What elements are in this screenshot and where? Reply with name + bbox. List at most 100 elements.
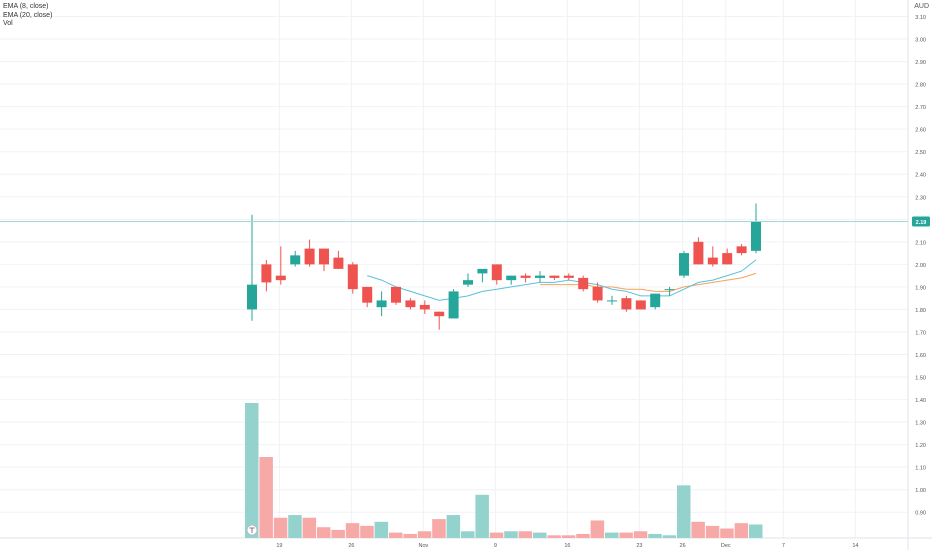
currency-label: AUD: [914, 3, 929, 10]
candle-body: [707, 257, 718, 265]
volume-bar: [389, 532, 403, 538]
volume-bar: [489, 532, 504, 538]
x-tick-label: Dec: [721, 543, 731, 549]
volume-bars: [245, 403, 763, 538]
candle-body: [664, 289, 675, 291]
candles: [247, 203, 761, 330]
candle-body: [506, 275, 517, 281]
y-tick-label: 2.40: [915, 173, 926, 179]
tradingview-logo[interactable]: [246, 524, 258, 536]
y-tick-label: 1.60: [915, 353, 926, 359]
volume-bar: [749, 524, 763, 538]
x-tick-label: 9: [494, 543, 497, 549]
y-tick-label: 1.70: [915, 330, 926, 336]
last-price-value: 2.19: [916, 220, 927, 226]
candle-body: [535, 275, 545, 278]
y-tick-label: 1.10: [915, 466, 926, 472]
volume-bar: [331, 529, 345, 538]
y-tick-label: 1.50: [915, 376, 926, 382]
candle-body: [319, 248, 329, 265]
candle-body: [635, 300, 646, 310]
volume-bar: [360, 525, 374, 538]
candle-body: [434, 311, 445, 317]
candle-body: [275, 275, 286, 281]
x-tick-label: 26: [348, 543, 354, 549]
y-tick-label: 2.60: [915, 128, 926, 134]
candle-body: [578, 277, 589, 290]
volume-bar: [518, 531, 533, 538]
volume-bar: [561, 535, 576, 538]
ema8-line: [367, 259, 757, 301]
candle-body: [247, 284, 257, 310]
candle-body: [463, 280, 473, 285]
candle-body: [520, 275, 531, 278]
tradingview-logo-glyph: [249, 527, 255, 533]
volume-bar: [302, 517, 317, 538]
volume-bar: [245, 403, 259, 538]
y-tick-label: 3.10: [915, 15, 926, 21]
candle-body: [362, 286, 373, 303]
x-tick-label: 7: [782, 543, 785, 549]
volume-bar: [677, 485, 691, 538]
candle-body: [607, 300, 617, 302]
legend-ema8[interactable]: EMA (8, close): [3, 3, 49, 10]
y-tick-label: 2.70: [915, 105, 926, 111]
x-tick-label: 16: [564, 543, 570, 549]
y-tick-label: 1.30: [915, 421, 926, 427]
volume-bar: [345, 523, 360, 538]
legend-ema20[interactable]: EMA (20, close): [3, 11, 53, 19]
y-tick-label: 1.80: [915, 308, 926, 314]
volume-bar: [461, 531, 475, 538]
candle-body: [290, 255, 301, 265]
candle-body: [563, 275, 574, 278]
candle-body: [448, 291, 459, 319]
candle-body: [333, 257, 344, 269]
candle-body: [347, 264, 358, 290]
y-tick-label: 3.00: [915, 38, 926, 44]
x-tick-label: 26: [680, 543, 686, 549]
candle-body: [419, 304, 430, 310]
volume-bar: [259, 457, 273, 538]
legend-vol[interactable]: Vol: [3, 20, 13, 27]
volume-bar: [705, 525, 720, 538]
volume-bar: [734, 523, 749, 538]
candle-body: [405, 300, 416, 308]
y-tick-label: 0.90: [915, 511, 926, 517]
y-tick-label: 1.20: [915, 443, 926, 449]
x-tick-label: 19: [276, 543, 282, 549]
last-price-tag: [912, 216, 930, 227]
x-tick-label: Nov: [419, 543, 429, 549]
volume-bar: [576, 533, 590, 538]
candle-body: [650, 293, 661, 308]
volume-bar: [273, 517, 288, 538]
volume-bar: [446, 515, 461, 538]
y-tick-label: 2.00: [915, 263, 926, 269]
volume-bar: [547, 535, 561, 538]
volume-bar: [374, 521, 389, 538]
x-tick-label: 23: [636, 543, 642, 549]
volume-bar: [633, 531, 648, 538]
volume-bar: [619, 532, 633, 538]
candle-body: [621, 298, 632, 310]
candle-body: [477, 268, 488, 274]
candle-body: [376, 300, 387, 308]
y-tick-label: 1.90: [915, 285, 926, 291]
y-tick-label: 2.90: [915, 60, 926, 66]
volume-bar: [662, 535, 677, 538]
ema20-line: [540, 272, 757, 292]
volume-bar: [288, 515, 302, 538]
candle-body: [679, 253, 689, 276]
indicator-legend: EMA (8, close) EMA (20, close) Vol: [3, 3, 52, 29]
y-tick-label: 1.00: [915, 488, 926, 494]
x-axis: 19 26 Nov 9 16 23 26 Dec 7 14: [276, 543, 858, 549]
y-axis: 3.103.002.902.802.702.602.502.402.302.20…: [915, 15, 926, 517]
volume-bar: [403, 533, 417, 538]
volume-bar: [432, 519, 446, 538]
volume-bar: [317, 527, 331, 538]
candle-body: [736, 246, 747, 254]
candle-body: [592, 286, 603, 301]
volume-bar: [691, 521, 705, 538]
volume-bar: [648, 533, 662, 538]
